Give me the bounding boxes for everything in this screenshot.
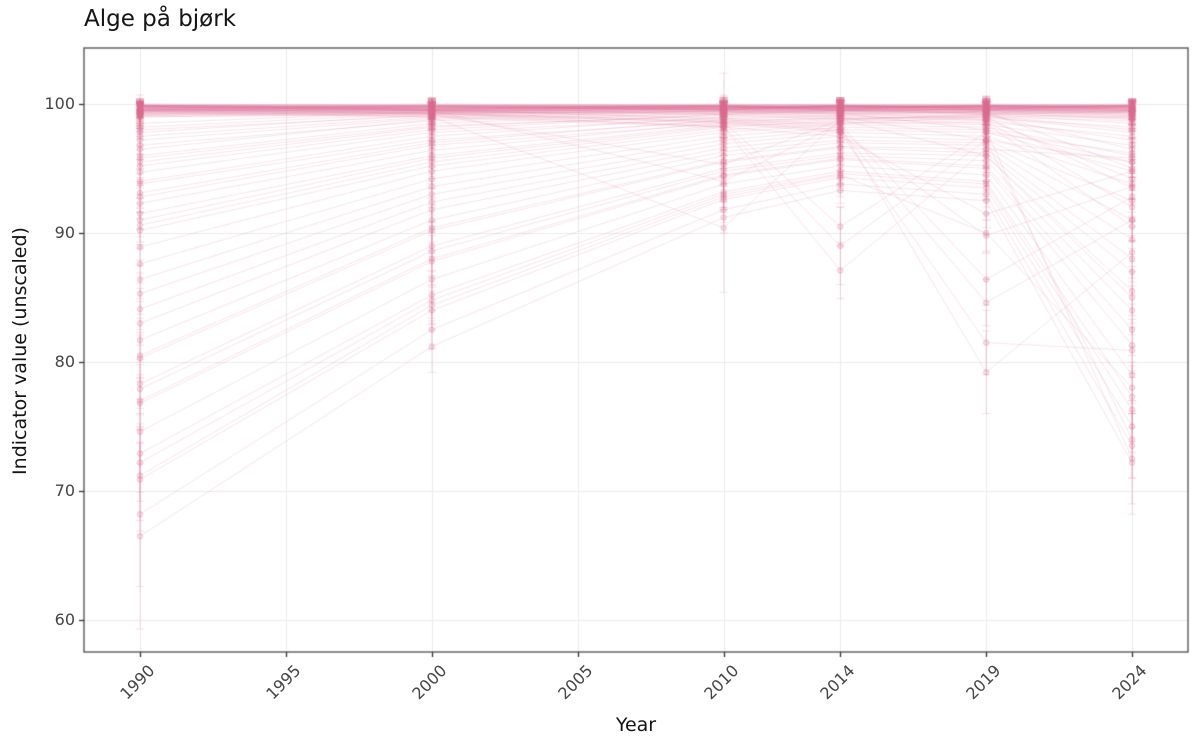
y-tick-label: 80 [54, 352, 75, 372]
chart-title: Alge på bjørk [84, 6, 237, 32]
y-tick-label: 60 [54, 610, 75, 630]
y-tick-label: 90 [54, 223, 75, 243]
y-tick-label: 100 [44, 94, 75, 114]
y-axis-title: Indicator value (unscaled) [9, 227, 31, 475]
y-tick-label: 70 [54, 481, 75, 501]
x-axis-title: Year [615, 714, 657, 736]
